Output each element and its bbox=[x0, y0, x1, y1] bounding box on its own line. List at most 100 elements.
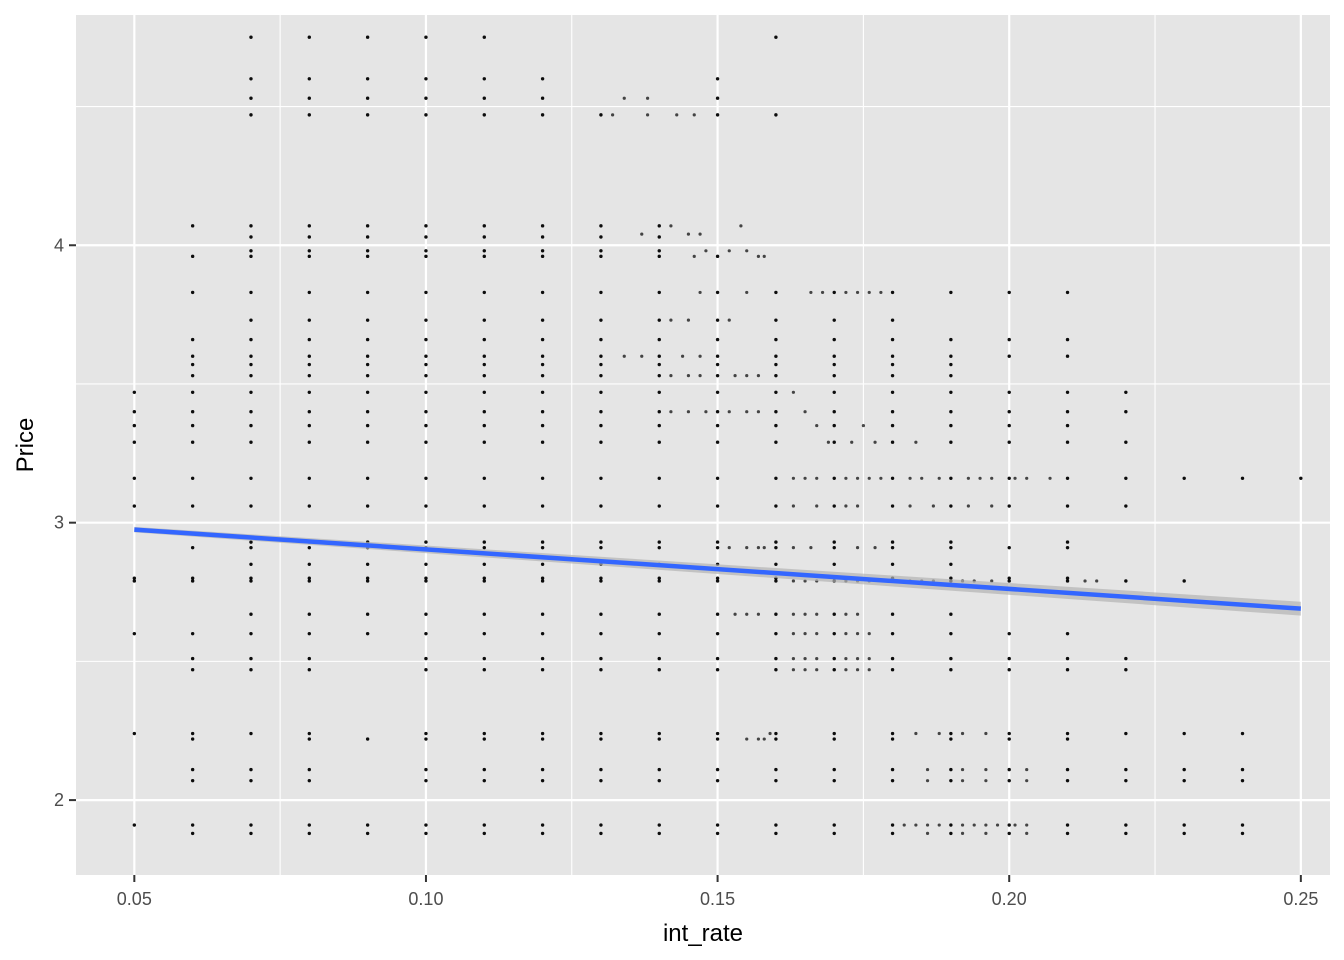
data-point bbox=[774, 423, 778, 428]
data-point bbox=[1182, 731, 1186, 736]
data-point bbox=[365, 235, 370, 239]
data-point bbox=[365, 77, 370, 81]
data-point bbox=[657, 831, 661, 836]
data-point bbox=[657, 737, 661, 741]
data-point bbox=[745, 290, 749, 295]
data-point bbox=[132, 476, 137, 480]
data-point bbox=[937, 731, 941, 736]
data-point bbox=[424, 562, 428, 566]
data-point bbox=[307, 831, 311, 836]
data-point bbox=[774, 354, 778, 358]
data-point bbox=[249, 224, 253, 228]
data-point bbox=[844, 668, 848, 672]
data-point bbox=[1095, 579, 1099, 583]
data-point bbox=[762, 546, 766, 550]
data-point bbox=[540, 362, 545, 367]
data-point bbox=[657, 656, 661, 661]
y-tick-label: 2 bbox=[54, 790, 64, 810]
data-point bbox=[482, 778, 486, 783]
data-point bbox=[756, 546, 761, 550]
data-point bbox=[978, 476, 982, 480]
data-point bbox=[622, 354, 626, 358]
data-point bbox=[657, 778, 661, 783]
data-point bbox=[249, 440, 253, 444]
data-point bbox=[774, 831, 778, 836]
data-point bbox=[949, 337, 953, 342]
data-point bbox=[832, 290, 836, 295]
data-point bbox=[540, 562, 545, 566]
data-point bbox=[890, 290, 895, 295]
data-point bbox=[686, 374, 691, 378]
data-point bbox=[774, 410, 778, 414]
data-point bbox=[855, 546, 860, 550]
data-point bbox=[715, 423, 720, 428]
regression-fit bbox=[134, 526, 1301, 616]
data-point bbox=[482, 504, 486, 508]
data-point bbox=[365, 576, 370, 580]
data-point bbox=[791, 668, 796, 672]
data-point bbox=[1007, 823, 1011, 827]
data-point bbox=[745, 612, 749, 616]
data-point bbox=[715, 290, 720, 295]
data-point bbox=[657, 410, 661, 414]
data-point bbox=[307, 737, 311, 741]
data-point bbox=[307, 631, 311, 636]
data-point bbox=[599, 545, 603, 550]
data-point bbox=[132, 410, 137, 414]
data-point bbox=[482, 373, 486, 378]
data-point bbox=[1065, 390, 1070, 394]
data-point bbox=[599, 113, 603, 117]
data-point bbox=[949, 423, 953, 428]
data-point bbox=[1182, 767, 1186, 772]
data-point bbox=[657, 612, 661, 616]
data-point bbox=[599, 318, 603, 322]
data-point bbox=[715, 831, 720, 836]
data-point bbox=[1065, 290, 1070, 295]
data-point bbox=[365, 254, 370, 259]
data-point bbox=[995, 823, 1000, 827]
data-point bbox=[599, 410, 603, 414]
data-point bbox=[832, 562, 836, 566]
data-point bbox=[832, 423, 836, 428]
data-point bbox=[307, 235, 311, 239]
data-point bbox=[791, 579, 796, 583]
data-point bbox=[249, 96, 253, 100]
data-point bbox=[890, 373, 895, 378]
data-point bbox=[540, 440, 545, 444]
data-point bbox=[890, 423, 895, 428]
data-point bbox=[855, 290, 860, 295]
data-point bbox=[424, 831, 428, 836]
data-point bbox=[249, 254, 253, 259]
data-point bbox=[832, 656, 836, 661]
data-point bbox=[832, 631, 836, 636]
data-point bbox=[715, 354, 720, 358]
data-point bbox=[1007, 731, 1011, 736]
data-point bbox=[365, 96, 370, 100]
data-point bbox=[540, 504, 545, 508]
data-point bbox=[890, 410, 895, 414]
data-point bbox=[482, 576, 486, 580]
data-point bbox=[715, 823, 720, 827]
data-point bbox=[307, 545, 311, 550]
data-point bbox=[540, 337, 545, 342]
data-point bbox=[715, 113, 720, 117]
data-point bbox=[949, 504, 953, 508]
data-point bbox=[1007, 390, 1011, 394]
data-point bbox=[190, 224, 195, 228]
data-point bbox=[307, 562, 311, 566]
data-point bbox=[984, 767, 988, 772]
data-point bbox=[1007, 576, 1011, 580]
data-point bbox=[599, 576, 603, 580]
data-point bbox=[424, 224, 428, 228]
data-point bbox=[715, 737, 720, 741]
data-point bbox=[832, 612, 836, 616]
data-point bbox=[669, 318, 673, 322]
data-point bbox=[424, 540, 428, 544]
data-point bbox=[657, 440, 661, 444]
data-point bbox=[307, 476, 311, 480]
data-point bbox=[307, 362, 311, 367]
data-point bbox=[190, 823, 195, 827]
data-point bbox=[132, 631, 137, 636]
data-point bbox=[1065, 410, 1070, 414]
data-point bbox=[774, 579, 778, 583]
